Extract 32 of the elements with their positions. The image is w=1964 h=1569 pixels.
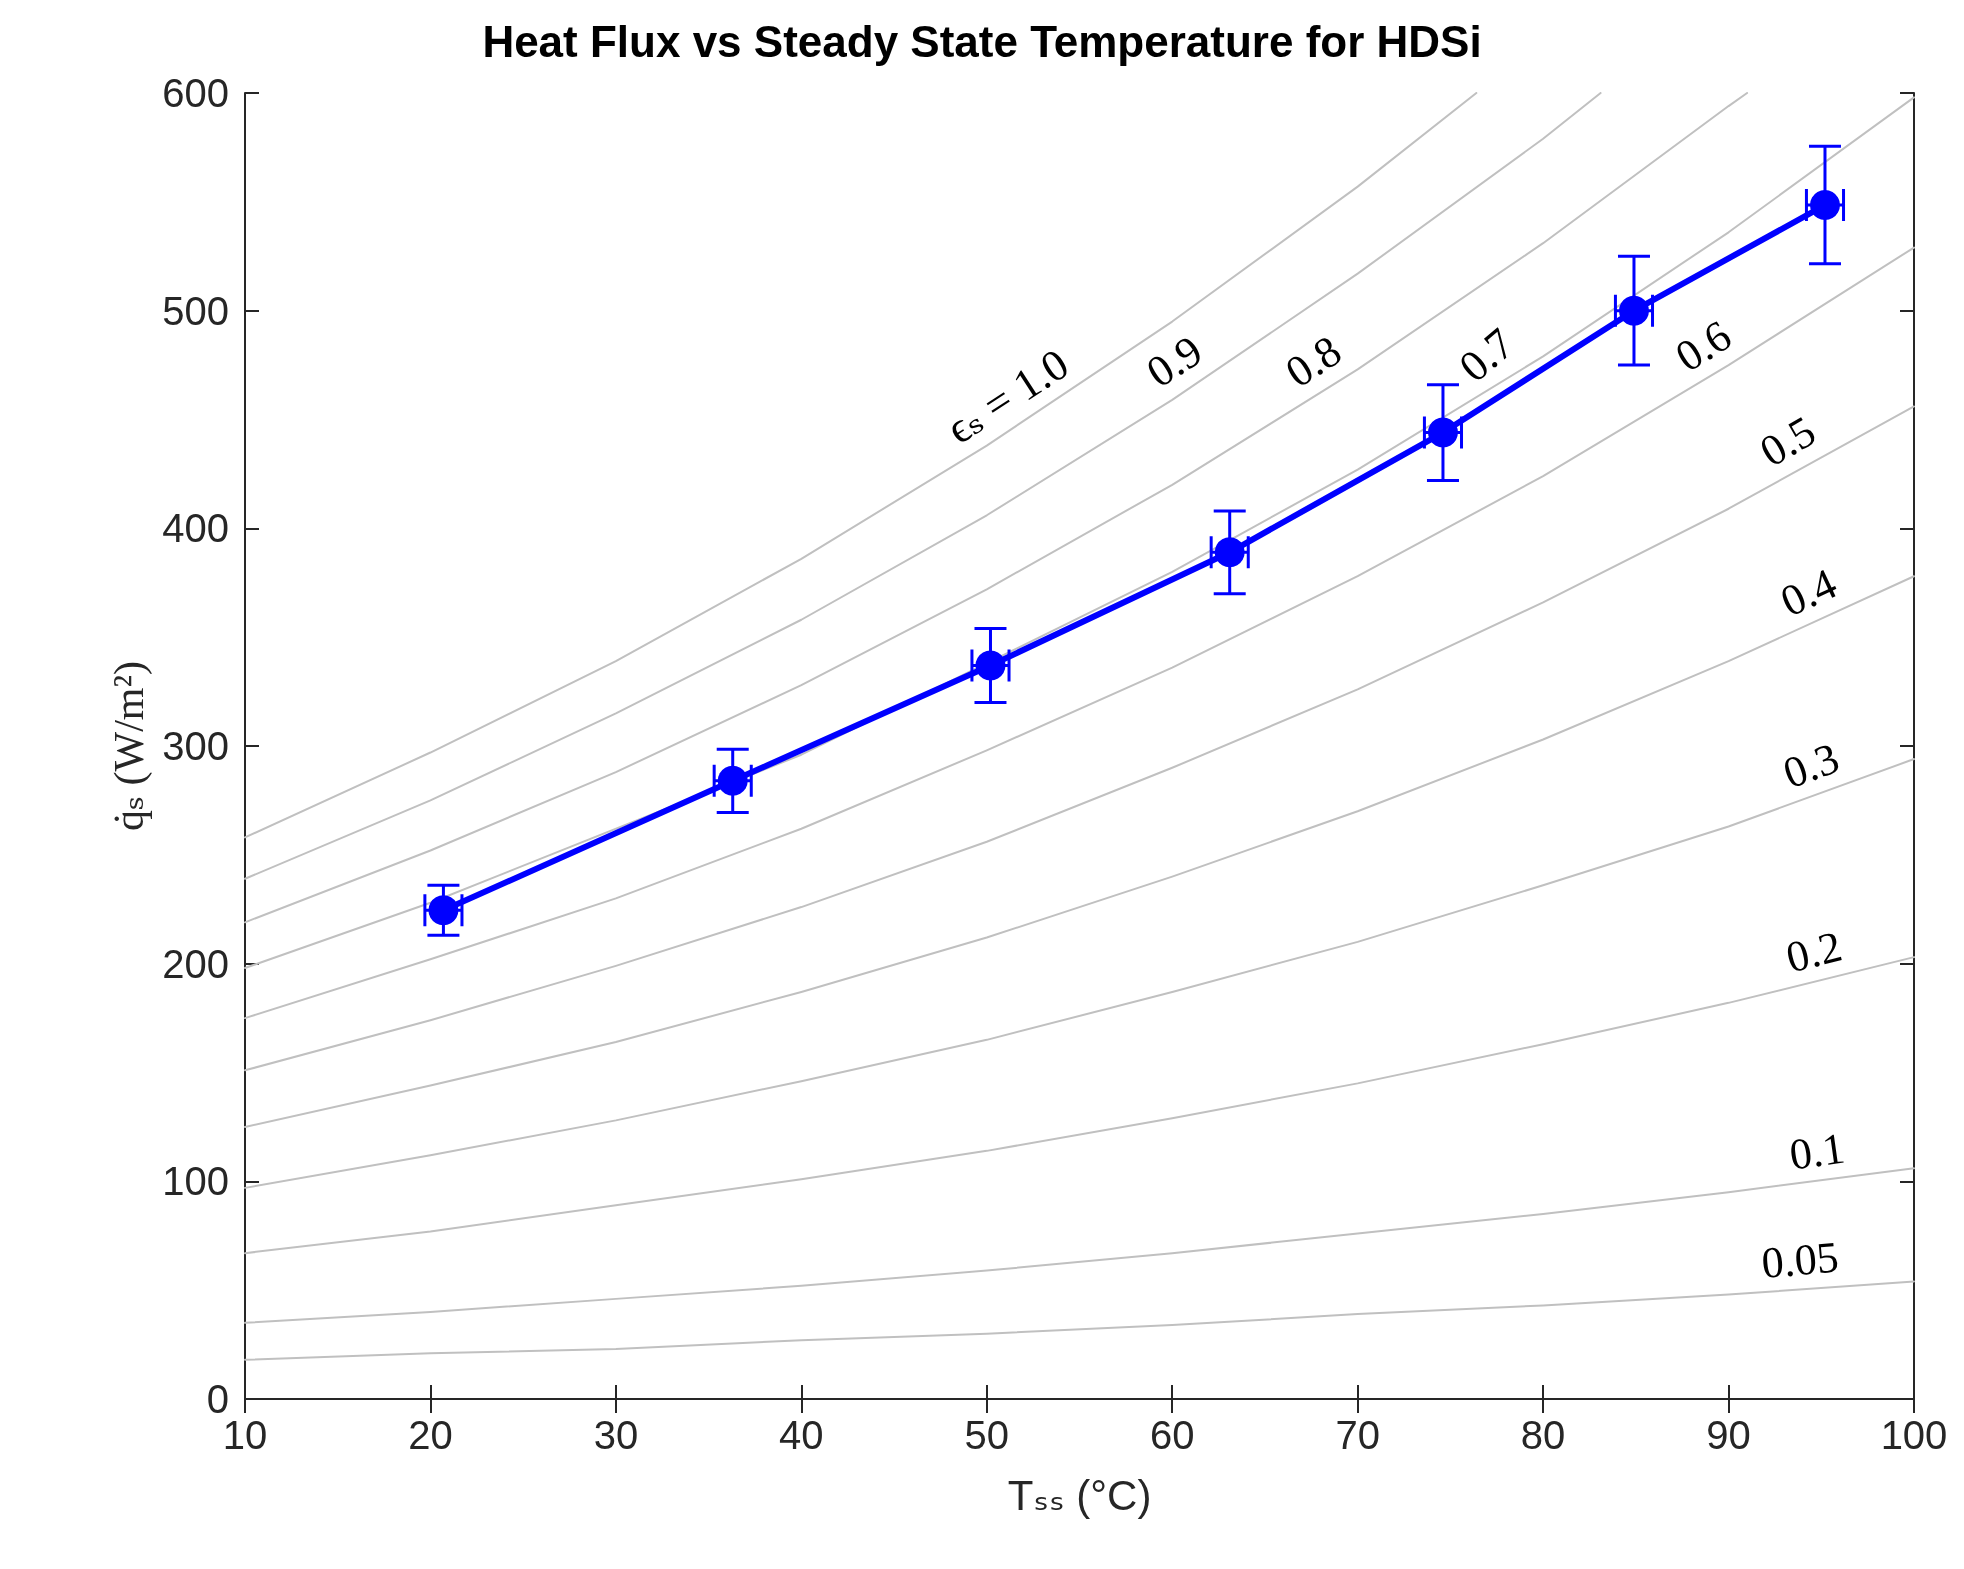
y-tick-label: 200 bbox=[162, 941, 229, 986]
line-series bbox=[244, 1280, 1915, 1361]
annotation: 0.2 bbox=[1781, 921, 1847, 983]
annotation: 0.5 bbox=[1751, 406, 1824, 477]
y-tick-label: 300 bbox=[162, 724, 229, 768]
x-axis-title: Tₛₛ (°C) bbox=[1007, 1471, 1152, 1519]
y-tick-label: 600 bbox=[162, 71, 229, 115]
x-tick-label: 50 bbox=[964, 1413, 1010, 1457]
annotation: 0.6 bbox=[1667, 310, 1740, 382]
x-tick-label: 60 bbox=[1149, 1413, 1195, 1457]
chart-title: Heat Flux vs Steady State Temperature for HDSi bbox=[482, 16, 1482, 66]
x-tick-label: 80 bbox=[1520, 1413, 1566, 1457]
y-tick-label: 100 bbox=[162, 1159, 229, 1204]
annotation: 0.7 bbox=[1449, 318, 1524, 392]
x-tick-label: 100 bbox=[1880, 1413, 1948, 1457]
annotation: 0.4 bbox=[1773, 558, 1844, 627]
annotation: 0.1 bbox=[1786, 1123, 1848, 1180]
line-series bbox=[244, 1167, 1915, 1324]
x-tick-label: 40 bbox=[779, 1413, 824, 1457]
line-series bbox=[244, 246, 1915, 1020]
x-tick-label: 20 bbox=[408, 1413, 453, 1457]
annotation: 0.3 bbox=[1776, 733, 1846, 799]
x-tick-label: 70 bbox=[1335, 1413, 1380, 1457]
annotation: 0.05 bbox=[1759, 1232, 1841, 1289]
x-tick-label: 90 bbox=[1706, 1413, 1751, 1457]
y-tick-label: 500 bbox=[162, 288, 229, 333]
y-tick-label: 400 bbox=[162, 506, 229, 551]
x-tick-label: 30 bbox=[593, 1413, 639, 1457]
annotation: 0.9 bbox=[1138, 326, 1211, 398]
annotation: 0.8 bbox=[1277, 326, 1350, 398]
y-axis-title: q̇ₛ (W/m²) bbox=[106, 660, 153, 832]
annotation: ϵₛ = 1.0 bbox=[937, 339, 1078, 454]
